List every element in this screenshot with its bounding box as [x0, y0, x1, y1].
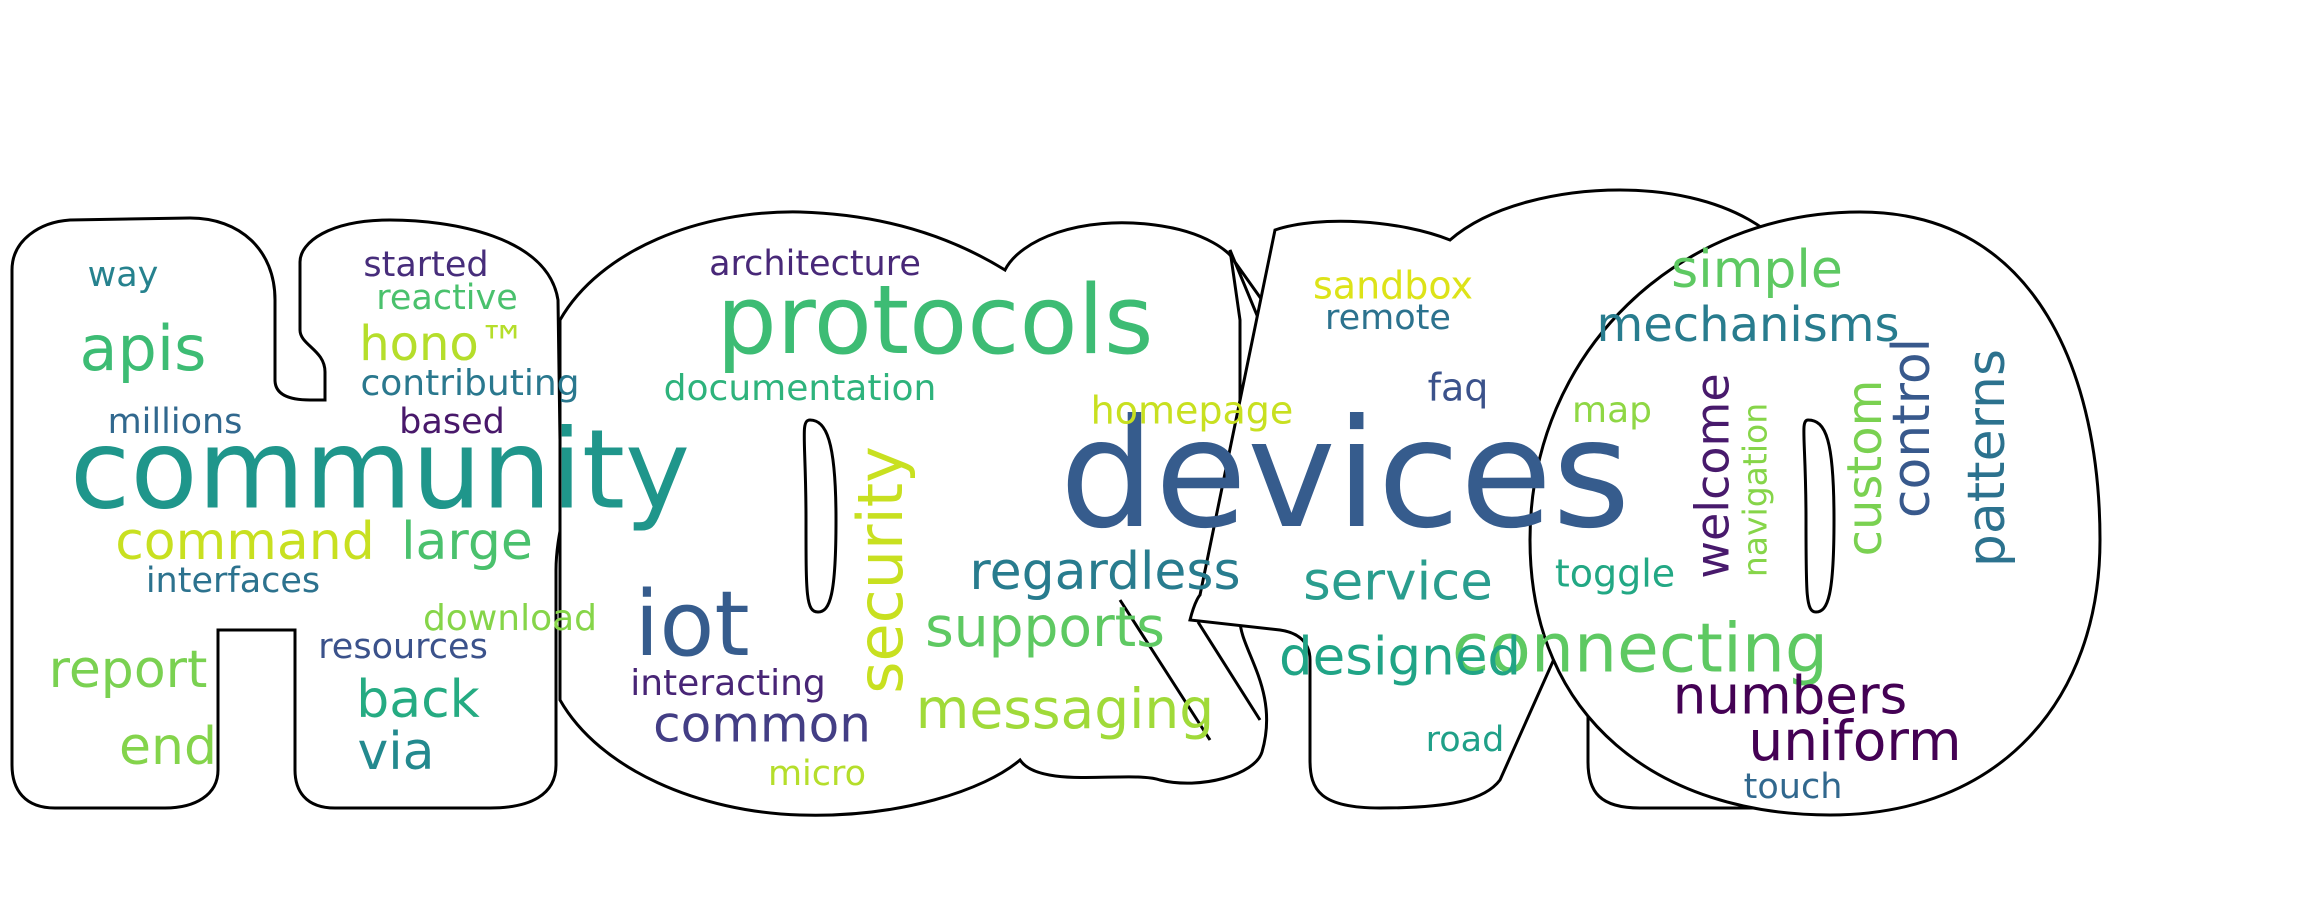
word-protocols: protocols [716, 266, 1153, 376]
word-custom: custom [1837, 380, 1893, 557]
word-navigation: navigation [1736, 403, 1775, 577]
word-community: community [70, 405, 690, 533]
word-toggle: toggle [1555, 552, 1675, 596]
word-download: download [423, 598, 597, 639]
word-command: command [115, 512, 375, 572]
word-patterns: patterns [1957, 349, 2017, 567]
word-devices: devices [1060, 388, 1631, 562]
word-map: map [1572, 390, 1652, 431]
word-report: report [49, 640, 208, 700]
word-hono: hono™ [359, 316, 527, 372]
word-touch: touch [1744, 767, 1843, 807]
word-welcome: welcome [1686, 373, 1740, 578]
word-uniform: uniform [1748, 709, 1961, 773]
word-supports: supports [925, 595, 1165, 659]
word-sandbox: sandbox [1313, 264, 1473, 308]
word-started: started [363, 245, 488, 285]
word-mechanisms: mechanisms [1596, 297, 1899, 353]
letter-o1-shape [558, 210, 1342, 817]
word-remote: remote [1325, 298, 1451, 338]
word-connecting: connecting [1452, 610, 1828, 689]
word-common: common [653, 696, 871, 754]
word-interacting: interacting [630, 663, 826, 704]
word-contributing: contributing [360, 363, 579, 404]
word-designed: designed [1279, 627, 1521, 688]
word-security: security [844, 446, 917, 694]
word-service: service [1303, 552, 1493, 613]
word-large: large [401, 512, 533, 572]
word-documentation: documentation [664, 368, 937, 409]
word-iot: iot [634, 572, 749, 677]
letter-h-shape [10, 216, 570, 810]
word-homepage: homepage [1091, 389, 1294, 433]
word-control: control [1882, 338, 1942, 518]
word-apis: apis [80, 312, 207, 385]
word-messaging: messaging [916, 677, 1214, 741]
word-numbers: numbers [1673, 666, 1907, 727]
word-millions: millions [108, 402, 243, 442]
counter-o1-shape [802, 418, 838, 614]
word-via: via [357, 722, 434, 782]
word-architecture: architecture [709, 244, 921, 284]
word-way: way [88, 255, 159, 295]
word-based: based [399, 402, 505, 442]
word-back: back [356, 670, 480, 730]
word-interfaces: interfaces [146, 561, 320, 601]
word-road: road [1426, 720, 1505, 760]
word-end: end [119, 717, 217, 777]
word-micro: micro [768, 754, 866, 794]
divider-shape [1118, 599, 1262, 741]
word-resources: resources [318, 627, 488, 667]
counter-o2-shape [1802, 418, 1836, 614]
word-reactive: reactive [376, 278, 518, 318]
hono-logo-outline [10, 188, 2102, 817]
word-faq: faq [1428, 366, 1489, 410]
word-regardless: regardless [969, 542, 1240, 602]
word-simple: simple [1671, 240, 1843, 300]
